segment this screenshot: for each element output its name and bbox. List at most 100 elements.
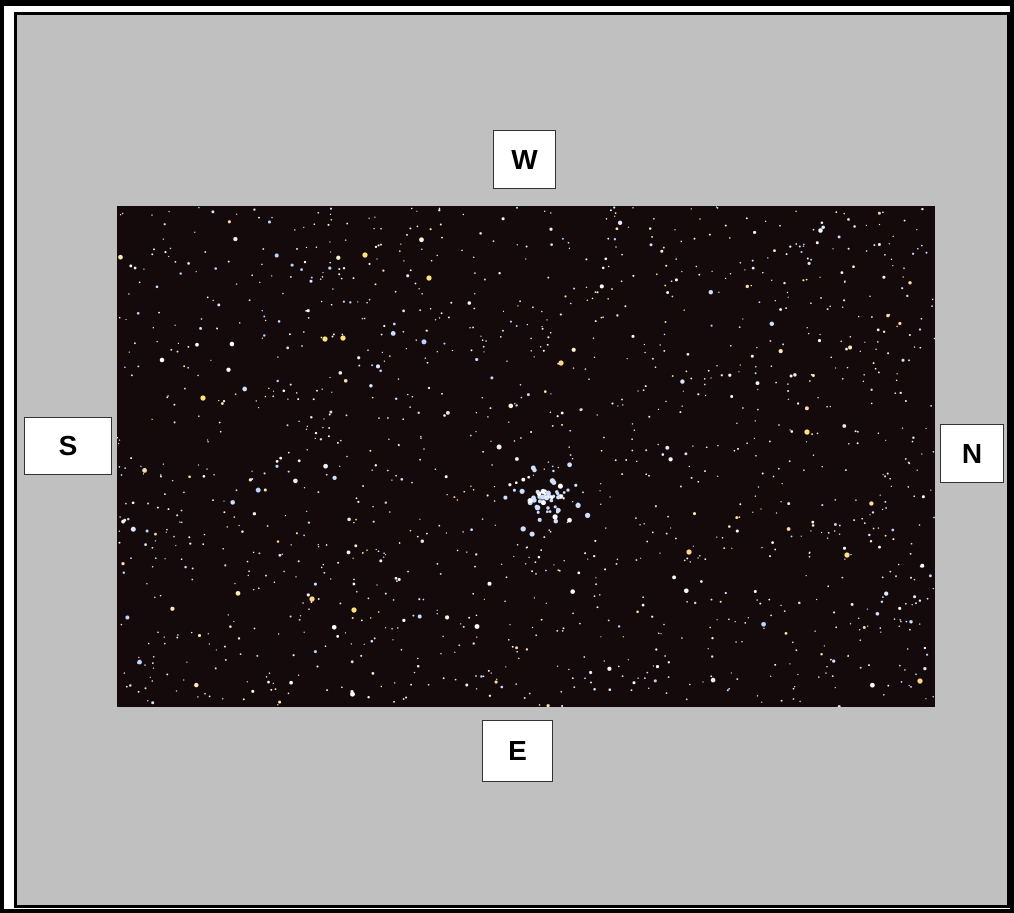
star xyxy=(726,689,729,692)
star xyxy=(681,270,683,273)
star xyxy=(621,675,624,678)
star xyxy=(789,663,791,665)
star xyxy=(841,377,844,380)
star xyxy=(138,281,141,284)
star xyxy=(753,590,757,593)
star xyxy=(514,481,518,485)
star xyxy=(278,700,282,704)
star xyxy=(679,411,682,414)
star xyxy=(208,695,211,698)
star xyxy=(118,254,123,260)
star xyxy=(548,529,551,531)
star xyxy=(309,596,315,602)
star xyxy=(511,645,514,648)
star xyxy=(118,466,121,468)
star xyxy=(374,283,377,286)
star xyxy=(611,402,614,405)
star xyxy=(745,284,749,289)
star xyxy=(160,475,162,478)
star xyxy=(140,465,142,468)
star xyxy=(654,505,657,508)
star xyxy=(572,367,575,369)
star xyxy=(312,398,315,401)
star xyxy=(498,272,501,275)
star xyxy=(684,452,688,456)
star xyxy=(841,576,844,579)
star xyxy=(816,432,819,435)
star xyxy=(175,544,177,547)
star xyxy=(380,685,383,688)
star xyxy=(683,559,686,562)
star xyxy=(407,570,409,573)
star xyxy=(357,356,361,360)
star xyxy=(923,667,927,671)
star xyxy=(525,258,527,260)
star xyxy=(774,300,776,302)
star xyxy=(911,604,913,606)
star xyxy=(548,510,552,513)
star xyxy=(203,533,206,536)
star xyxy=(525,648,529,651)
star xyxy=(818,676,820,678)
star xyxy=(600,316,603,319)
star xyxy=(786,527,791,531)
star xyxy=(686,557,689,560)
star xyxy=(868,664,870,667)
star xyxy=(421,339,427,345)
star xyxy=(898,321,902,326)
star xyxy=(267,680,270,684)
star xyxy=(587,558,589,560)
star xyxy=(529,531,535,537)
star xyxy=(224,564,227,567)
star xyxy=(864,341,866,343)
star xyxy=(699,554,701,557)
star xyxy=(736,447,740,450)
star xyxy=(330,218,333,221)
star xyxy=(516,206,518,209)
star xyxy=(666,291,670,294)
star xyxy=(878,545,881,549)
star xyxy=(151,214,153,216)
star xyxy=(409,529,412,532)
star xyxy=(375,364,381,369)
star xyxy=(384,592,387,595)
star xyxy=(403,260,405,262)
star xyxy=(549,227,553,231)
star xyxy=(613,206,616,209)
star xyxy=(879,627,882,629)
star xyxy=(330,303,333,306)
star xyxy=(191,567,194,570)
star xyxy=(569,429,572,432)
star xyxy=(665,692,668,694)
star xyxy=(710,675,713,678)
star xyxy=(896,373,898,375)
star xyxy=(416,210,418,212)
star xyxy=(880,600,884,603)
star xyxy=(668,457,673,462)
star xyxy=(133,266,137,270)
star xyxy=(367,696,370,699)
star xyxy=(625,459,628,461)
star xyxy=(438,524,441,527)
star xyxy=(588,378,590,380)
star xyxy=(289,275,292,278)
star xyxy=(584,552,587,555)
star xyxy=(336,255,341,260)
west-label: W xyxy=(493,130,556,189)
star xyxy=(123,518,127,522)
star xyxy=(509,320,512,323)
star xyxy=(756,599,758,601)
star xyxy=(556,495,561,500)
star xyxy=(264,319,267,322)
star xyxy=(786,291,789,294)
star xyxy=(562,491,566,494)
star xyxy=(274,688,277,690)
star xyxy=(657,408,660,411)
star xyxy=(820,296,822,299)
star xyxy=(810,258,813,261)
star xyxy=(780,699,783,702)
star xyxy=(456,549,459,552)
star xyxy=(536,510,540,514)
star xyxy=(120,474,123,476)
star xyxy=(911,252,915,255)
